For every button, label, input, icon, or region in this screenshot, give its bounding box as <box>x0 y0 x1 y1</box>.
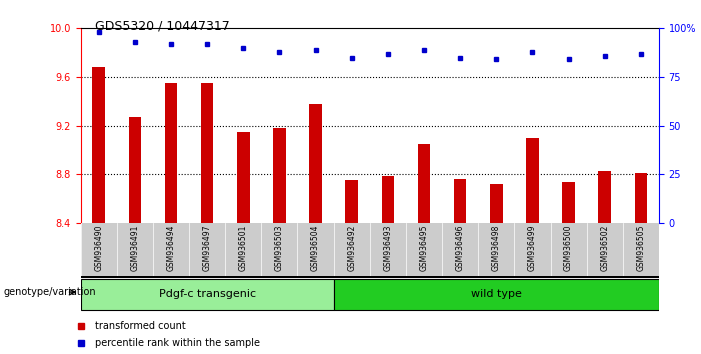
Text: genotype/variation: genotype/variation <box>4 287 96 297</box>
Text: GSM936496: GSM936496 <box>456 225 465 271</box>
Text: percentile rank within the sample: percentile rank within the sample <box>95 338 260 348</box>
Text: GSM936492: GSM936492 <box>347 225 356 271</box>
Bar <box>200 83 213 223</box>
Text: GSM936505: GSM936505 <box>637 225 646 271</box>
Text: GSM936498: GSM936498 <box>492 225 501 271</box>
Bar <box>490 184 503 223</box>
Text: GSM936491: GSM936491 <box>130 225 139 271</box>
Bar <box>273 128 286 223</box>
Bar <box>346 181 358 223</box>
Text: GSM936504: GSM936504 <box>311 225 320 271</box>
Bar <box>418 144 430 223</box>
Bar <box>334 279 659 310</box>
Text: transformed count: transformed count <box>95 321 186 331</box>
Text: GDS5320 / 10447317: GDS5320 / 10447317 <box>95 19 229 33</box>
Text: GSM936490: GSM936490 <box>94 225 103 271</box>
Bar <box>599 171 611 223</box>
Text: wild type: wild type <box>471 289 522 299</box>
Text: GSM936495: GSM936495 <box>419 225 428 271</box>
Bar <box>309 104 322 223</box>
Text: GSM936497: GSM936497 <box>203 225 212 271</box>
Bar <box>454 179 466 223</box>
Text: GSM936501: GSM936501 <box>239 225 247 271</box>
Bar <box>634 173 647 223</box>
Bar <box>237 132 250 223</box>
Bar <box>381 176 394 223</box>
Text: GSM936500: GSM936500 <box>564 225 573 271</box>
Text: GSM936494: GSM936494 <box>166 225 175 271</box>
Text: Pdgf-c transgenic: Pdgf-c transgenic <box>158 289 256 299</box>
Text: GSM936503: GSM936503 <box>275 225 284 271</box>
Bar <box>526 138 539 223</box>
Bar <box>81 279 334 310</box>
Text: GSM936499: GSM936499 <box>528 225 537 271</box>
Bar <box>128 117 141 223</box>
Bar <box>165 83 177 223</box>
Text: GSM936493: GSM936493 <box>383 225 393 271</box>
Bar <box>562 182 575 223</box>
Bar <box>93 67 105 223</box>
Text: GSM936502: GSM936502 <box>600 225 609 271</box>
